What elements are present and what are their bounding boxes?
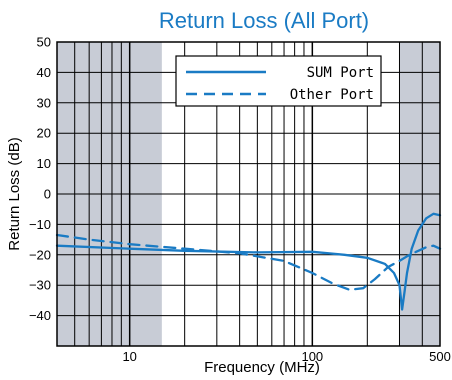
series-line-sum-port bbox=[55, 212, 442, 311]
y-axis-label: Return Loss (dB) bbox=[6, 137, 23, 250]
y-tick-label: −20 bbox=[29, 247, 51, 262]
y-tick-labels: 50 40 30 20 10 0 −10 −20 −30 −40 bbox=[29, 35, 51, 324]
x-tick-labels: 10 100 500 bbox=[122, 349, 450, 364]
legend: SUM Port Other Port bbox=[175, 55, 382, 107]
y-tick-label: 0 bbox=[44, 187, 51, 202]
legend-label-sum-port: SUM Port bbox=[307, 65, 374, 81]
y-tick-label: −40 bbox=[29, 308, 51, 323]
y-tick-label: −30 bbox=[29, 278, 51, 293]
legend-box bbox=[175, 55, 382, 107]
legend-label-other-port: Other Port bbox=[290, 87, 374, 103]
grid-lines bbox=[57, 41, 440, 346]
x-tick-label: 100 bbox=[301, 349, 323, 364]
x-tick-label: 500 bbox=[429, 349, 451, 364]
y-tick-label: −10 bbox=[29, 217, 51, 232]
x-tick-label: 10 bbox=[122, 349, 136, 364]
chart-title: Return Loss (All Port) bbox=[159, 8, 369, 33]
y-tick-label: 20 bbox=[37, 126, 51, 141]
y-tick-label: 50 bbox=[37, 35, 51, 50]
y-tick-label: 30 bbox=[37, 95, 51, 110]
plot-frame bbox=[56, 41, 441, 347]
y-tick-label: 40 bbox=[37, 65, 51, 80]
series-line-other-port bbox=[55, 233, 442, 291]
series-lines bbox=[55, 212, 442, 311]
x-axis-label: Frequency (MHz) bbox=[204, 359, 320, 376]
y-tick-label: 10 bbox=[37, 156, 51, 171]
